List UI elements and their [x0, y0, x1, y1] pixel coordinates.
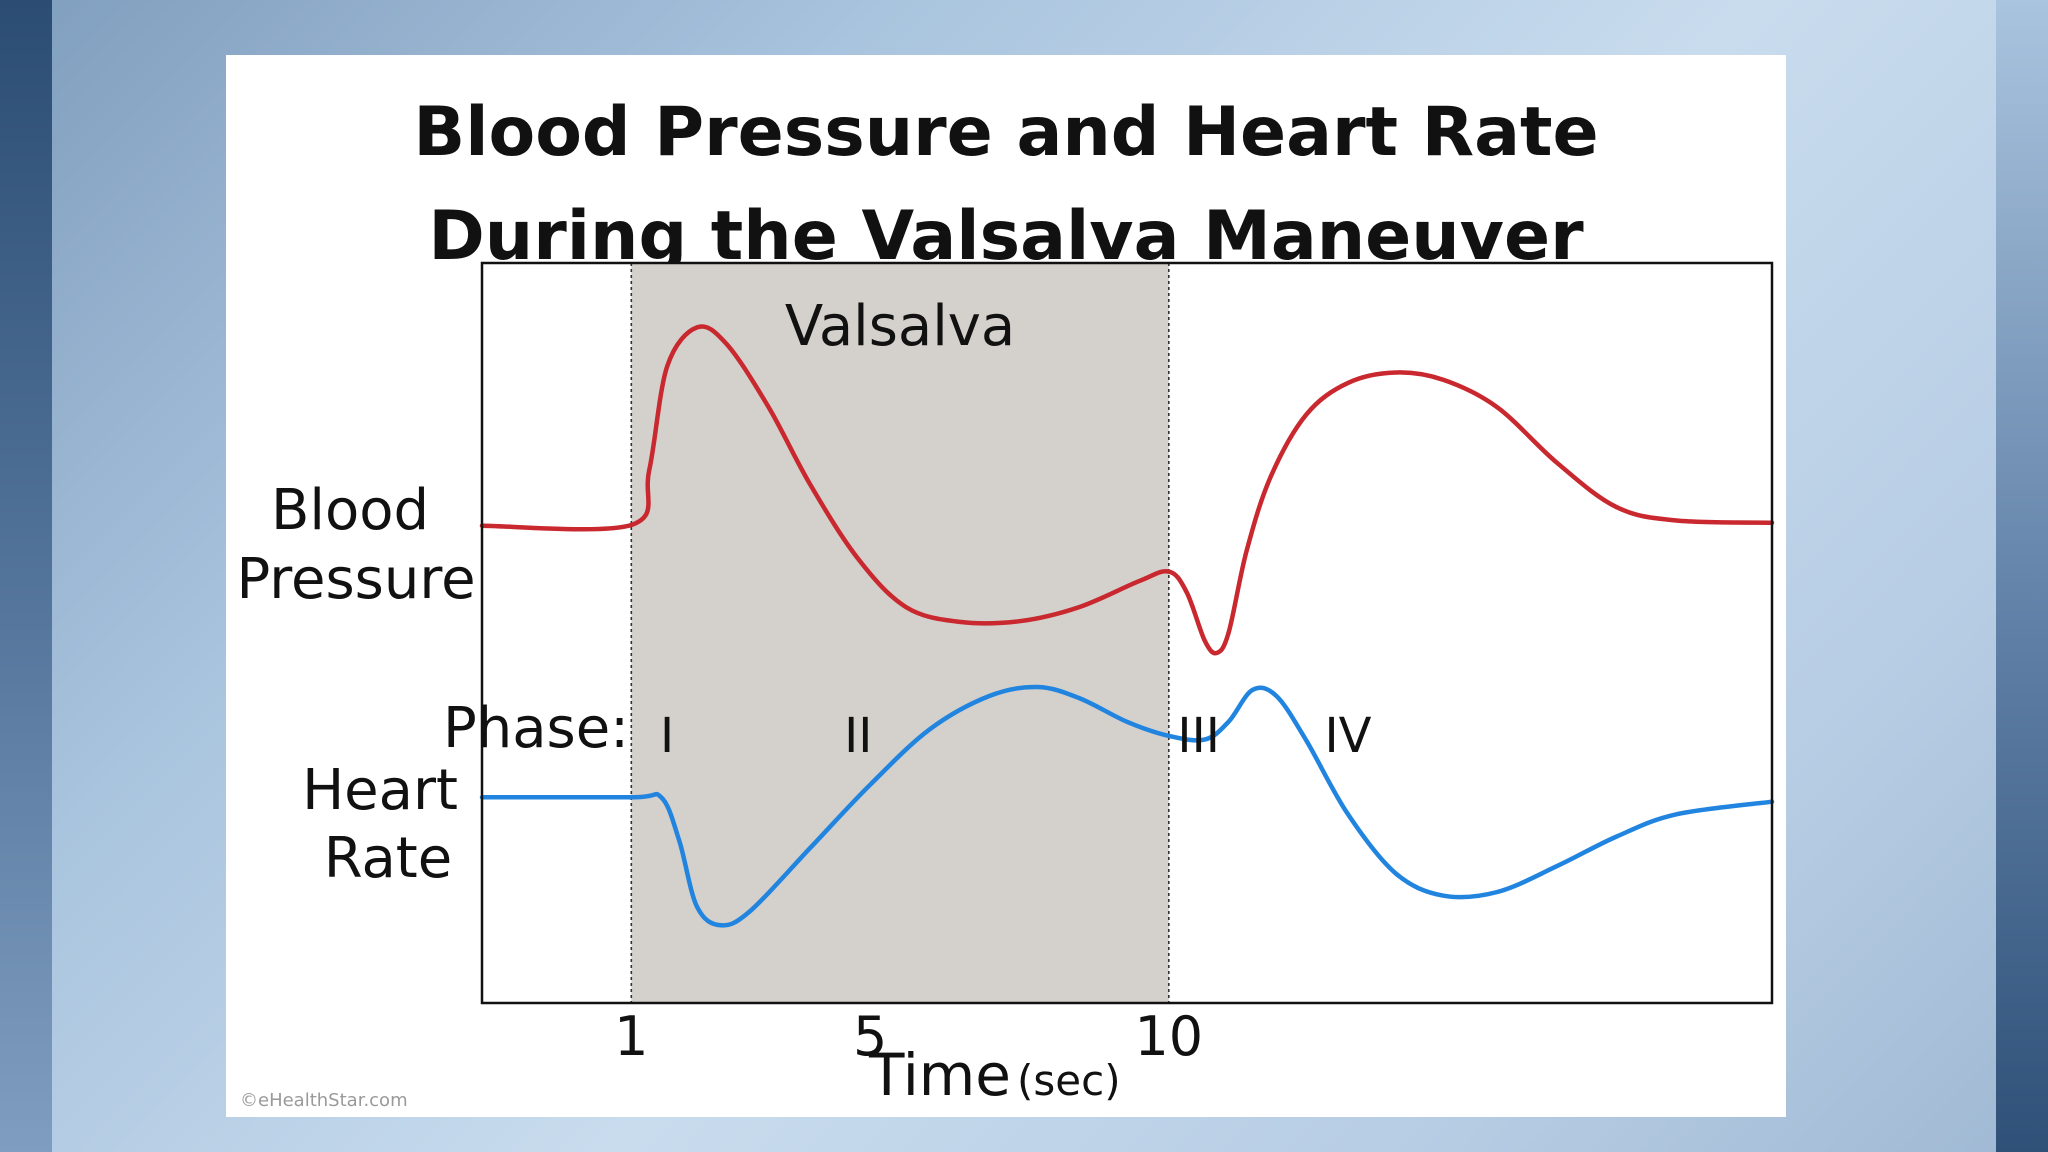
heart-rate-label-line-2: Rate: [324, 826, 452, 891]
x-tick-label-5: 5: [853, 1005, 887, 1068]
phase-label: Phase:: [443, 696, 629, 761]
credit-text: ©eHealthStar.com: [240, 1090, 408, 1111]
phase-ii-label: II: [844, 708, 872, 764]
heart-rate-line: [479, 684, 1775, 928]
blood-pressure-line: [479, 324, 1775, 656]
chart-title-line-1: Blood Pressure and Heart Rate: [413, 93, 1598, 172]
valsalva-chart: Blood Pressure and Heart Rate During the…: [236, 93, 1775, 1111]
blood-pressure-label-line-2: Pressure: [236, 547, 475, 612]
blood-pressure-label-line-1: Blood: [271, 478, 429, 543]
left-edge-bar: [0, 0, 52, 1152]
heart-rate-label-line-1: Heart: [302, 758, 458, 823]
right-edge-bar: [1996, 0, 2048, 1152]
phase-iv-label: IV: [1324, 708, 1371, 764]
valsalva-shaded-region: [631, 263, 1169, 1003]
x-tick-label-10: 10: [1134, 1005, 1203, 1068]
phase-i-label: I: [660, 708, 674, 764]
valsalva-region-label: Valsalva: [785, 294, 1015, 359]
phase-iii-label: III: [1177, 708, 1219, 764]
x-tick-label-1: 1: [614, 1005, 648, 1068]
x-axis-label: Time: [868, 1041, 1011, 1109]
x-axis-unit: (sec): [1017, 1056, 1121, 1105]
slide-card: Blood Pressure and Heart Rate During the…: [226, 55, 1786, 1117]
plot-frame: [480, 261, 1774, 1005]
